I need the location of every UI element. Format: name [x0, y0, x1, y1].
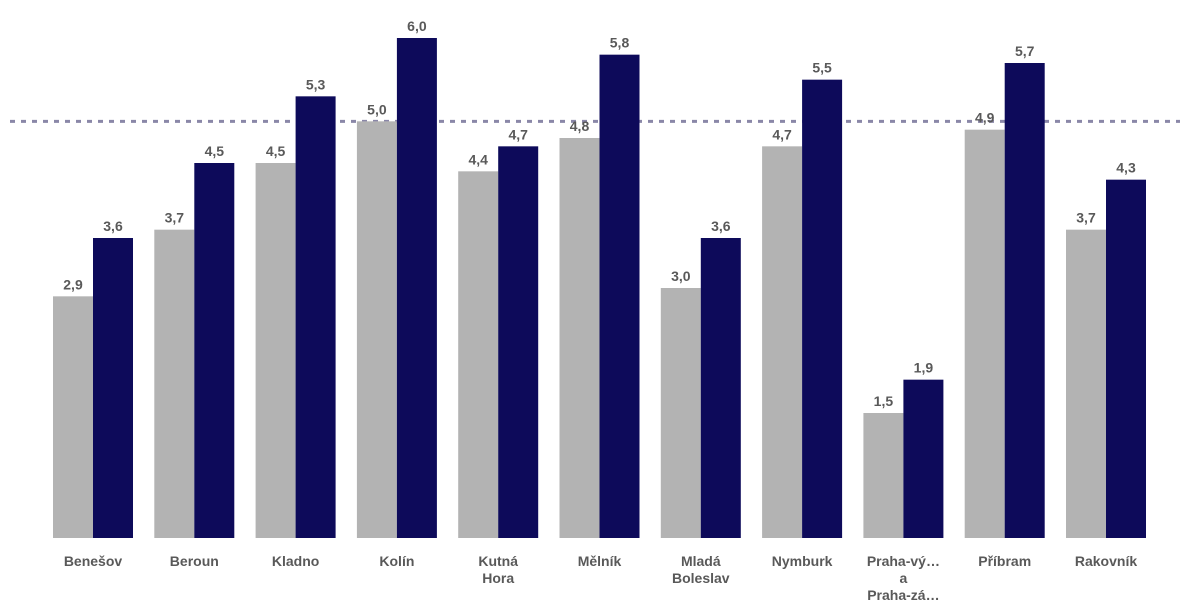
category-label-9: Příbram [978, 553, 1031, 569]
data-label-series1-6: 3,0 [671, 268, 691, 284]
data-label-series1-5: 4,8 [570, 118, 590, 134]
category-label-8: Praha-vý… a Praha-zá… [867, 553, 940, 603]
bar-series2-10 [1106, 179, 1146, 538]
bar-series1-10 [1066, 229, 1106, 538]
bar-series2-9 [1004, 63, 1045, 538]
bar-series1-0 [53, 296, 93, 538]
data-label-series1-9: 4,9 [975, 110, 995, 126]
bar-series1-2 [255, 163, 296, 538]
bar-series1-1 [154, 229, 195, 538]
category-label-5: Mělník [578, 553, 622, 569]
data-label-series1-8: 1,5 [874, 393, 894, 409]
data-label-series1-2: 4,5 [266, 143, 286, 159]
data-label-series2-0: 3,6 [103, 218, 123, 234]
data-label-series2-4: 4,7 [508, 126, 528, 142]
bar-series1-6 [660, 288, 701, 538]
data-label-series2-10: 4,3 [1116, 160, 1136, 176]
data-label-series2-7: 5,5 [812, 60, 832, 76]
data-label-series1-7: 4,7 [772, 126, 792, 142]
bar-series2-1 [194, 163, 235, 538]
bar-series1-7 [762, 146, 803, 539]
data-label-series2-1: 4,5 [205, 143, 225, 159]
data-label-series1-4: 4,4 [468, 151, 488, 167]
bar-series2-6 [700, 238, 741, 538]
category-label-1: Beroun [170, 553, 219, 569]
data-label-series1-1: 3,7 [165, 210, 185, 226]
category-label-7: Nymburk [772, 553, 833, 569]
data-label-series1-3: 5,0 [367, 101, 387, 117]
category-label-6: Mladá Boleslav [672, 553, 730, 586]
bar-series2-4 [498, 146, 539, 539]
data-label-series2-5: 5,8 [610, 35, 630, 51]
bar-series1-9 [964, 129, 1005, 538]
data-label-series2-8: 1,9 [914, 360, 934, 376]
category-label-0: Benešov [64, 553, 123, 569]
category-label-3: Kolín [379, 553, 414, 569]
bar-series2-5 [599, 54, 640, 539]
bar-series1-3 [356, 121, 397, 538]
bar-series2-2 [295, 96, 336, 538]
data-label-series2-2: 5,3 [306, 76, 326, 92]
bar-series1-8 [863, 413, 904, 538]
data-label-series1-10: 3,7 [1076, 210, 1096, 226]
data-label-series2-3: 6,0 [407, 18, 427, 34]
bar-series2-3 [396, 38, 437, 538]
bar-series1-4 [458, 171, 499, 539]
category-label-10: Rakovník [1075, 553, 1137, 569]
category-label-2: Kladno [272, 553, 319, 569]
bar-series2-7 [802, 79, 843, 539]
bar-series2-8 [903, 379, 944, 538]
data-label-series2-9: 5,7 [1015, 43, 1035, 59]
data-label-series1-0: 2,9 [63, 276, 83, 292]
bar-series2-0 [93, 238, 133, 538]
bar-series1-5 [559, 138, 600, 538]
category-label-4: Kutná Hora [478, 553, 518, 586]
data-label-series2-6: 3,6 [711, 218, 731, 234]
